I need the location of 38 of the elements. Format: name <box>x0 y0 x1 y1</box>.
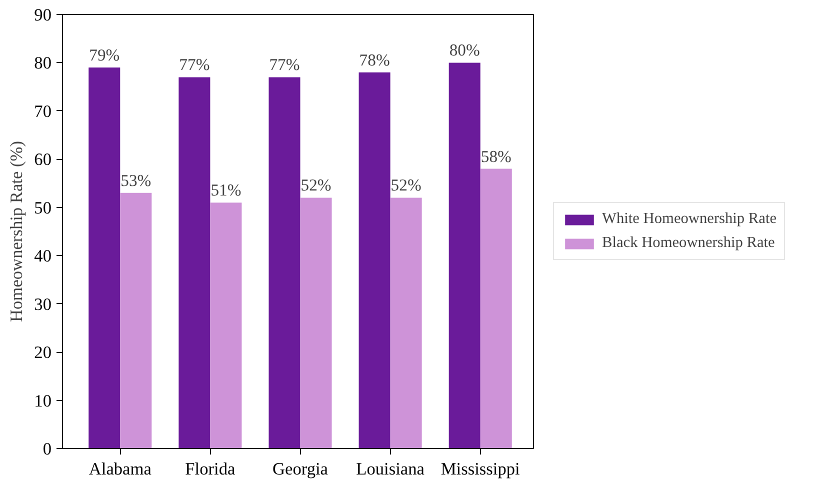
bar <box>88 68 120 448</box>
bar <box>210 202 242 448</box>
x-tick-label: Mississippi <box>440 460 520 478</box>
x-tick-label: Georgia <box>272 460 328 478</box>
data-label: 77% <box>179 55 210 74</box>
legend-label: Black Homeownership Rate <box>602 234 775 252</box>
data-label: 78% <box>359 50 390 70</box>
y-tick-label: 50 <box>34 198 52 218</box>
y-axis-title: Homeownership Rate (%) <box>7 140 26 322</box>
x-tick-label: Florida <box>185 460 236 478</box>
bar <box>178 77 210 448</box>
y-tick-label: 70 <box>34 102 52 121</box>
y-tick-label: 30 <box>34 294 52 314</box>
data-label: 58% <box>480 146 512 166</box>
bar <box>390 198 422 448</box>
data-label: 80% <box>449 40 480 60</box>
legend-label: White Homeownership Rate <box>602 210 777 228</box>
bar <box>448 62 480 448</box>
data-label: 53% <box>120 170 152 190</box>
data-label: 52% <box>300 176 332 195</box>
bar <box>120 192 152 448</box>
bar <box>358 72 390 448</box>
data-label: 77% <box>269 55 300 74</box>
bar <box>480 168 512 448</box>
x-tick-label: Alabama <box>88 460 152 478</box>
y-tick-label: 0 <box>42 440 52 458</box>
y-tick-label: 90 <box>34 6 52 24</box>
y-tick-label: 40 <box>34 246 52 266</box>
y-tick-label: 60 <box>34 150 52 170</box>
y-tick-label: 20 <box>34 343 52 362</box>
x-tick-label: Louisiana <box>356 460 425 478</box>
y-tick-label: 10 <box>34 391 52 410</box>
data-label: 51% <box>210 180 242 200</box>
bar <box>300 198 332 448</box>
data-label: 79% <box>89 46 120 65</box>
data-label: 52% <box>390 176 422 195</box>
bar <box>268 77 300 448</box>
y-tick-label: 80 <box>34 54 52 73</box>
